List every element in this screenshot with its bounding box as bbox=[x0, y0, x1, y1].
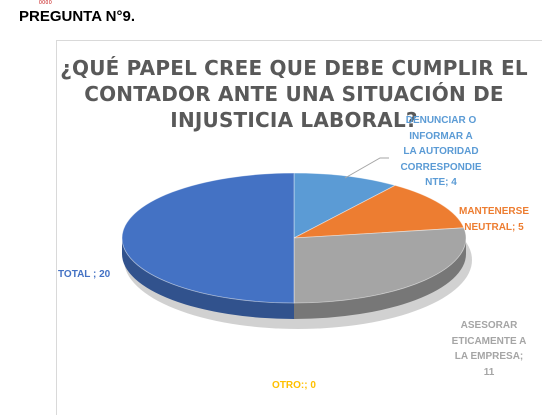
data-label-2-line: 11 bbox=[483, 366, 495, 378]
chart-title-line-3: INJUSTICIA LABORAL? bbox=[170, 108, 418, 132]
pie-slice-side-4 bbox=[122, 238, 294, 319]
data-label-4-line: TOTAL ; 20 bbox=[58, 269, 111, 280]
data-label-2: ASESORAR ETICAMENTE A LA EMPRESA; 11 bbox=[440, 318, 538, 380]
data-label-0-line: NTE; 4 bbox=[425, 177, 457, 188]
data-label-1-line: NEUTRAL; 5 bbox=[464, 221, 524, 233]
leader-line bbox=[344, 157, 389, 179]
chart-title-line-1: ¿QUÉ PAPEL CREE QUE DEBE CUMPLIR EL bbox=[60, 56, 528, 80]
red-stamp-mark: 0000 bbox=[39, 0, 53, 6]
pie-slice-2 bbox=[293, 227, 467, 304]
data-label-0-line: CORRESPONDIE bbox=[400, 161, 482, 173]
data-label-3-line: OTRO:; 0 bbox=[272, 380, 316, 391]
data-label-2-line: LA EMPRESA; bbox=[454, 351, 524, 362]
data-label-1-line: MANTENERSE bbox=[458, 206, 529, 217]
data-label-0-line: LA AUTORIDAD bbox=[403, 146, 479, 157]
pie-slice-0 bbox=[293, 172, 397, 239]
data-label-0-line: DENUNCIAR O bbox=[405, 115, 477, 126]
data-label-1: MANTENERSE NEUTRAL; 5 bbox=[446, 204, 542, 235]
data-label-4: TOTAL ; 20 bbox=[58, 267, 138, 283]
chart-title-line-2: CONTADOR ANTE UNA SITUACIÓN DE bbox=[84, 82, 504, 106]
question-heading: PREGUNTA N°9. bbox=[19, 8, 136, 25]
data-label-2-line: ASESORAR bbox=[460, 320, 518, 331]
pie-slice-1 bbox=[293, 184, 465, 239]
data-label-0: DENUNCIAR O INFORMAR A LA AUTORIDAD CORRESP… bbox=[392, 113, 490, 191]
data-label-3: OTRO:; 0 bbox=[254, 378, 334, 394]
pie-slice-side-2 bbox=[294, 238, 466, 319]
pie-slice-4 bbox=[121, 172, 295, 304]
data-label-2-line: ETICAMENTE A bbox=[451, 335, 527, 347]
data-label-0-line: INFORMAR A bbox=[409, 130, 473, 142]
